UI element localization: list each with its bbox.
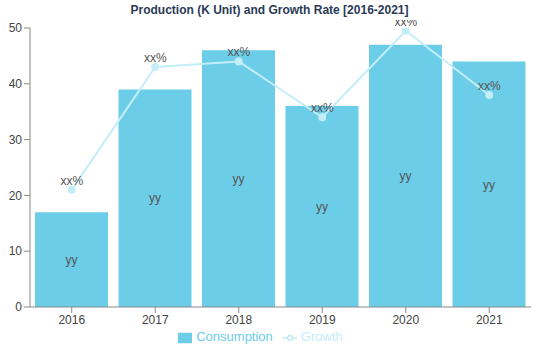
- svg-text:xx%: xx%: [311, 101, 334, 115]
- svg-text:40: 40: [9, 77, 23, 91]
- svg-text:yy: yy: [483, 178, 495, 192]
- html-text:Growth: Growth: [300, 329, 343, 344]
- html-text:Consumption: Consumption: [196, 329, 273, 344]
- svg-text:2017: 2017: [142, 313, 169, 327]
- html-text:Production (K Unit) and Growth: Production (K Unit) and Growth Rate [201…: [130, 3, 409, 17]
- svg-text:xx%: xx%: [394, 20, 417, 29]
- svg-text:yy: yy: [400, 169, 412, 183]
- svg-text:yy: yy: [66, 253, 78, 267]
- svg-text:2020: 2020: [392, 313, 419, 327]
- svg-text:yy: yy: [316, 200, 328, 214]
- svg-text:2016: 2016: [58, 313, 85, 327]
- svg-text:0: 0: [15, 300, 22, 314]
- svg-text:2019: 2019: [309, 313, 336, 327]
- svg-text:50: 50: [9, 21, 23, 35]
- svg-text:10: 10: [9, 244, 23, 258]
- svg-text:yy: yy: [149, 191, 161, 205]
- svg-text:xx%: xx%: [60, 174, 83, 188]
- svg-text:30: 30: [9, 133, 23, 147]
- svg-text:xx%: xx%: [227, 45, 250, 59]
- svg-text:xx%: xx%: [144, 51, 167, 65]
- svg-text:yy: yy: [233, 172, 245, 186]
- svg-text:2021: 2021: [476, 313, 503, 327]
- svg-text:2018: 2018: [225, 313, 252, 327]
- svg-text:xx%: xx%: [478, 79, 501, 93]
- svg-text:20: 20: [9, 189, 23, 203]
